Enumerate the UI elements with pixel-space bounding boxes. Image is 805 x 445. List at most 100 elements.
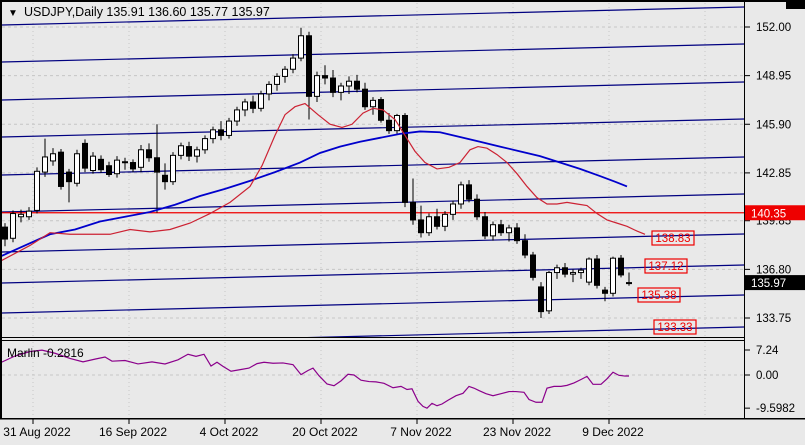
price-axis-separator [744, 2, 745, 419]
candle [434, 208, 440, 230]
frame-left [0, 0, 2, 419]
channel-line-label-text: 135.38 [641, 290, 676, 302]
candle [290, 54, 296, 74]
candle [258, 90, 264, 112]
indicator-tick-label: -9.5982 [756, 403, 795, 415]
candle-body [170, 154, 176, 183]
candle [122, 157, 128, 170]
candle [34, 167, 40, 214]
chart-title: USDJPY,Daily 135.91 136.60 135.77 135.97 [24, 5, 270, 19]
candle [66, 168, 72, 203]
candle [218, 121, 224, 141]
plot-area[interactable] [2, 3, 744, 337]
candle-body [42, 156, 48, 173]
candle [466, 180, 472, 203]
channel-line-label-box [637, 287, 681, 303]
candle [322, 65, 328, 85]
moving-averages-layer [2, 102, 646, 262]
current-price-box: 135.97 [745, 275, 805, 291]
candle-body [98, 158, 104, 171]
channel-line [307, 326, 744, 337]
candle-body [610, 257, 616, 294]
candle [450, 200, 456, 220]
price-tick-label: 152.00 [756, 22, 791, 34]
candle-body [10, 213, 16, 239]
candle-body [602, 289, 608, 294]
line-labels-layer: 138.83 137.12 135.38 133.33 [637, 230, 697, 335]
candle [338, 82, 344, 101]
price-tick-label: 133.75 [756, 313, 791, 325]
time-axis-drag-area[interactable] [2, 420, 744, 445]
time-tick-label: 23 Nov 2022 [483, 425, 551, 439]
candle [250, 95, 256, 114]
indicator-plot-area[interactable] [2, 342, 744, 418]
channel-line-label-text: 137.12 [648, 261, 683, 273]
candle [74, 149, 80, 187]
candle [178, 142, 184, 160]
candle [266, 81, 272, 101]
channel-line [2, 193, 744, 213]
candle [370, 97, 376, 115]
channel-line [2, 118, 744, 138]
candle-body [354, 80, 360, 90]
candle [586, 257, 592, 286]
candle-body [538, 286, 544, 313]
price-axis-drag-area[interactable] [745, 3, 805, 418]
candle-body [74, 153, 80, 184]
candle [618, 255, 624, 278]
resistance-price-box-bg [745, 205, 805, 221]
candle-body [338, 85, 344, 93]
candle [234, 106, 240, 126]
candle [58, 148, 64, 190]
candle-body [258, 93, 264, 109]
candle [562, 262, 568, 278]
candle-body [306, 35, 312, 97]
candle [522, 234, 528, 259]
candle-body [562, 267, 568, 275]
candle [346, 76, 352, 94]
frame-top [0, 0, 805, 2]
time-tick-label: 4 Oct 2022 [200, 425, 259, 439]
candle [538, 282, 544, 318]
resistance-price-box: 140.35 [745, 205, 805, 221]
candle [570, 269, 576, 283]
channel-line [2, 6, 744, 26]
candle-body [146, 149, 152, 159]
candle-body [2, 226, 8, 240]
candle-body [586, 258, 592, 283]
candle-body [426, 216, 432, 234]
candle [194, 146, 200, 163]
candle-body [482, 216, 488, 237]
candle [530, 251, 536, 281]
candle-body [370, 99, 376, 108]
candle-body [242, 101, 248, 111]
candle [162, 163, 168, 190]
candle-body [90, 155, 96, 172]
candle-body [322, 75, 328, 79]
candle [106, 161, 112, 177]
candle-body [402, 114, 408, 203]
candle-body [458, 184, 464, 205]
candle [402, 113, 408, 208]
chart-menu-icon: ▼ [8, 8, 18, 19]
candle [626, 272, 632, 286]
channel-line-label: 133.33 [653, 319, 697, 335]
time-tick-label: 31 Aug 2022 [3, 425, 71, 439]
price-tick-label: 142.85 [756, 168, 791, 180]
candle [50, 148, 56, 166]
current-price-box-text: 135.97 [751, 278, 786, 290]
candle [506, 224, 512, 242]
channel-line [2, 43, 744, 63]
candle [42, 138, 48, 177]
candle [306, 31, 312, 120]
candle [242, 98, 248, 117]
candle-body [522, 240, 528, 256]
candle-body [50, 153, 56, 162]
frame-bottom [0, 418, 805, 420]
marlin-line [2, 349, 630, 409]
channel-line-label-box [651, 230, 695, 246]
candle [610, 256, 616, 297]
candle [546, 270, 552, 315]
channel-line [2, 233, 744, 253]
